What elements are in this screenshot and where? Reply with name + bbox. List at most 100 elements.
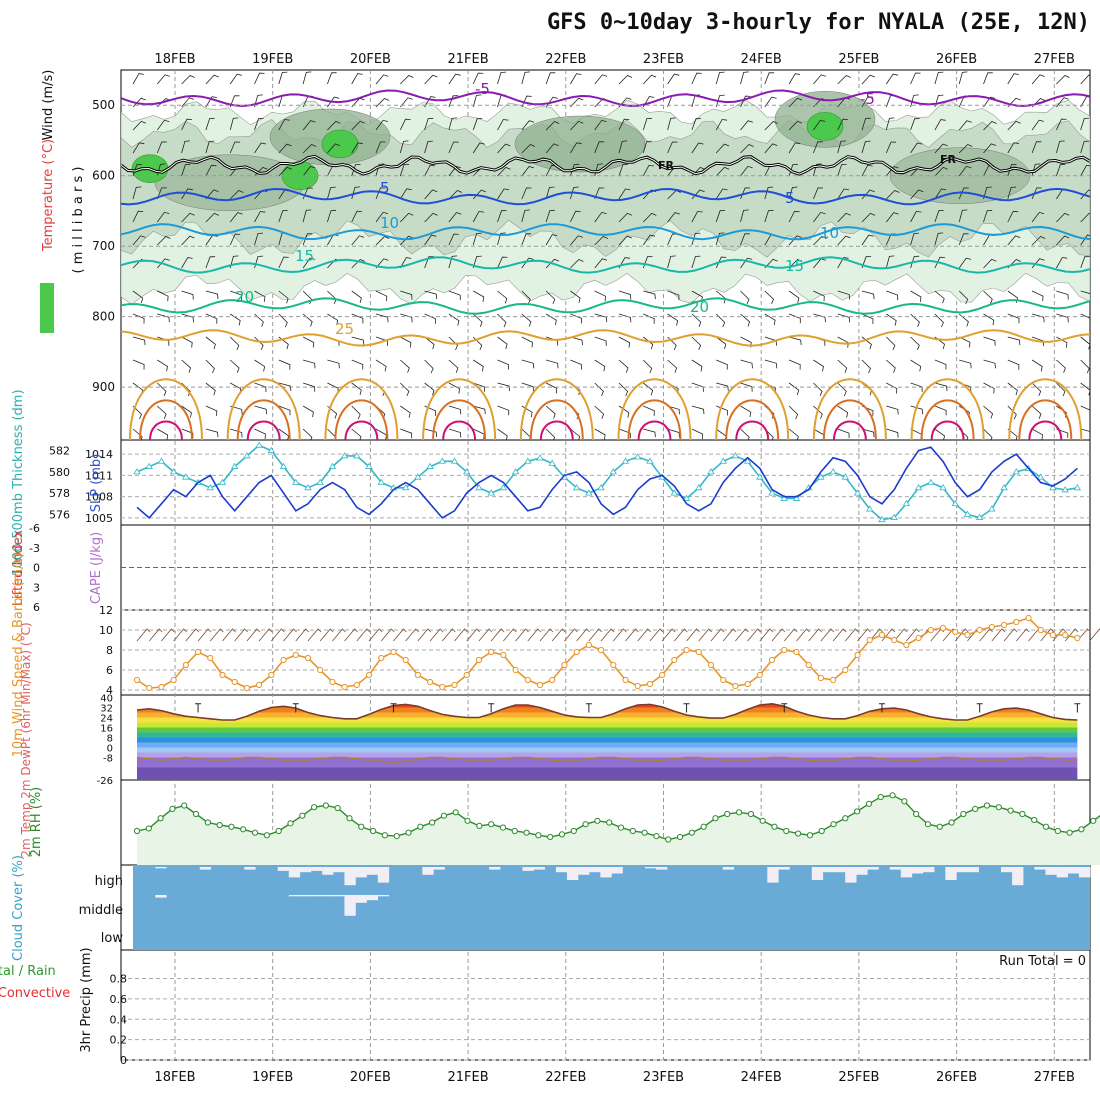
wind-barb: [399, 118, 411, 131]
wind-barb: [181, 257, 193, 269]
upper-ylabel-mb: ( m i l l i b a r s ): [71, 167, 86, 274]
cloud-bar-high: [489, 867, 501, 870]
wind-barb: [545, 209, 555, 223]
wind-barb: [934, 256, 946, 269]
rh-marker: [1066, 829, 1073, 836]
wind-speed-line-marker: [964, 631, 971, 639]
temp-contour: [121, 187, 1090, 206]
wind-barb: [254, 405, 267, 415]
cloud-bar-high: [856, 867, 868, 875]
surface-barb: [222, 628, 236, 642]
wind-barb: [667, 313, 679, 326]
wind-speed-line-marker: [842, 666, 849, 674]
rh-marker: [287, 820, 294, 827]
wind-barb: [157, 359, 168, 372]
wind-speed-line-marker: [561, 661, 568, 669]
wind-barb: [861, 96, 873, 108]
wind-barb: [473, 290, 485, 302]
wind-barb: [448, 428, 462, 438]
wind-barb: [667, 255, 676, 269]
wind-barb: [1080, 74, 1090, 85]
cloud-bar-high: [355, 867, 367, 878]
rh-marker: [688, 829, 695, 836]
wind-barb: [448, 255, 458, 269]
thickness-tick: 582: [49, 445, 70, 458]
wind-barb: [181, 290, 194, 300]
cloud-bar-high: [811, 867, 824, 880]
surface-barb: [185, 628, 200, 642]
wind-speed-line-marker: [720, 676, 727, 684]
wind-barb: [351, 405, 361, 420]
wind-barb: [545, 405, 556, 419]
day-label-bottom: 21FEB: [448, 1070, 489, 1085]
thickness-line-marker: [1061, 486, 1069, 493]
rh-marker: [346, 815, 353, 822]
wind-barb: [642, 234, 656, 246]
wind-barb: [837, 313, 850, 323]
wind-barb: [715, 143, 730, 154]
wind-barb: [618, 164, 628, 177]
wind-barb: [351, 73, 363, 85]
wind-barb: [594, 382, 604, 397]
wind-barb: [132, 210, 144, 223]
wind-speed-line-marker: [194, 648, 202, 656]
wind-speed-line-marker: [256, 681, 263, 689]
temp-contour: [121, 256, 1090, 274]
rh-high-blob: [321, 129, 359, 159]
wind-barb: [570, 73, 582, 85]
rh-marker: [700, 823, 707, 830]
wind-barb: [764, 258, 778, 269]
wind-speed-line-marker: [146, 684, 153, 692]
surface-barb: [637, 628, 651, 642]
wind-speed-line-marker: [646, 680, 654, 688]
wind-barb: [278, 405, 291, 416]
cloud-bar-high: [611, 867, 623, 874]
thickness-line-marker: [719, 457, 727, 464]
wind-barb: [764, 143, 778, 154]
wind-barb: [715, 71, 725, 85]
cloud-level-label: high: [95, 874, 123, 889]
wind-barb: [1080, 234, 1090, 246]
wind-barb: [327, 143, 341, 154]
wind-barb: [1031, 236, 1046, 246]
wind-barb: [691, 232, 701, 246]
cloud-bar-high: [244, 867, 256, 870]
wind-barb: [886, 336, 896, 351]
rh-marker: [983, 802, 991, 809]
wind-barb: [1080, 313, 1090, 319]
wind-speed-line-marker: [304, 654, 312, 662]
wind-barb: [740, 405, 752, 418]
rh-marker: [972, 805, 979, 813]
wind-barb: [1056, 382, 1066, 397]
cloud-bar-middle: [311, 895, 323, 897]
thickness-line-marker: [841, 473, 850, 480]
cloud-bar-middle: [377, 895, 390, 897]
cloud-bar-middle: [299, 895, 312, 897]
wind-barb: [983, 143, 997, 154]
thickness-line-marker: [426, 462, 434, 469]
cloud-bar-high: [333, 867, 345, 873]
wind-barb: [156, 119, 170, 131]
wind-barb: [205, 313, 218, 324]
wind-barb: [181, 313, 194, 323]
wind-barb: [375, 290, 388, 302]
rh-marker: [358, 823, 365, 830]
rh-marker: [665, 836, 672, 843]
warm-contour: [910, 378, 985, 440]
rh-marker: [818, 827, 825, 835]
surface-barb: [234, 628, 248, 642]
wind-barb: [861, 234, 874, 246]
wind-barb: [667, 141, 678, 154]
wind-speed-line-marker: [866, 636, 873, 644]
wind-speed-line-marker: [463, 671, 470, 679]
thickness-line-marker: [206, 484, 214, 491]
wind-barb: [1007, 120, 1021, 131]
wind-barb: [910, 232, 920, 246]
wind-barb: [132, 235, 146, 246]
wind-barb: [934, 188, 947, 200]
wind-speed-line-marker: [1025, 614, 1032, 622]
wind-barb: [424, 212, 438, 223]
warm-contour: [324, 378, 399, 440]
wind-barb: [788, 405, 799, 420]
wind-barb: [1031, 119, 1044, 131]
